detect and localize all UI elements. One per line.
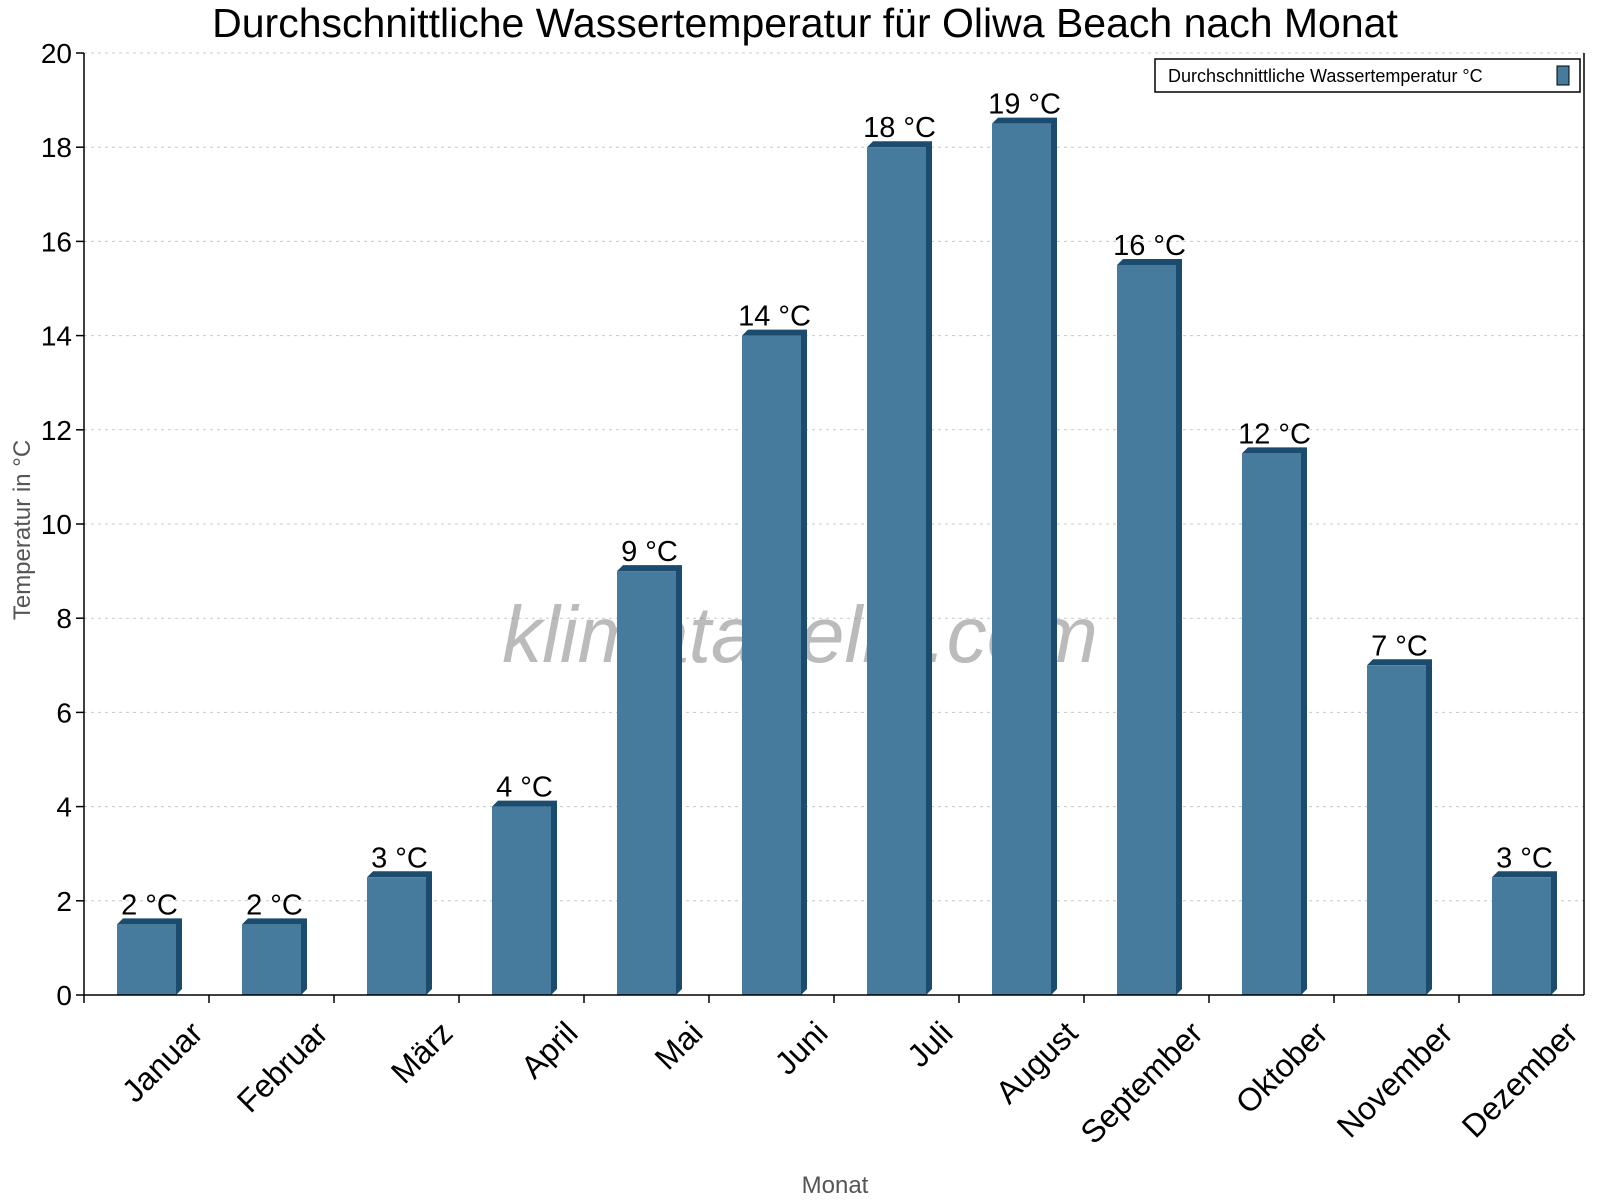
x-tick-label: Juli [900, 1015, 959, 1074]
bar [1242, 453, 1301, 996]
bar [1117, 264, 1176, 995]
x-tick-label: September [1073, 1014, 1209, 1150]
bar [617, 571, 676, 995]
bar-group: 3 °C [367, 842, 432, 995]
bar [742, 335, 801, 996]
y-axis-label: Temperatur in °C [9, 440, 36, 620]
data-label: 9 °C [621, 536, 678, 568]
data-label: 12 °C [1238, 418, 1311, 450]
data-label: 2 °C [121, 889, 178, 921]
legend: Durchschnittliche Wassertemperatur °C [1154, 58, 1581, 93]
bar-group: 19 °C [988, 89, 1061, 995]
y-tick-label: 6 [56, 697, 72, 728]
bar [492, 806, 551, 995]
y-tick-label: 2 [56, 886, 72, 917]
y-tick-label: 0 [56, 980, 72, 1011]
legend-label: Durchschnittliche Wassertemperatur °C [1168, 66, 1483, 86]
bar [867, 147, 926, 995]
bar-group: 3 °C [1492, 842, 1557, 995]
data-label: 7 °C [1371, 630, 1428, 662]
data-label: 14 °C [738, 301, 811, 333]
y-tick-label: 8 [56, 603, 72, 634]
y-tick-label: 4 [56, 792, 72, 823]
x-tick-label: Juni [768, 1015, 835, 1082]
bar [1367, 665, 1426, 995]
bar [242, 924, 301, 995]
x-tick-label: April [514, 1015, 585, 1086]
bar-group: 14 °C [738, 301, 811, 996]
bar-group: 7 °C [1367, 630, 1432, 995]
y-tick-label: 14 [41, 321, 72, 352]
x-tick-label: August [989, 1015, 1085, 1111]
x-tick-label: Januar [115, 1014, 210, 1109]
bar [367, 877, 426, 995]
data-label: 19 °C [988, 89, 1061, 121]
y-tick-label: 10 [41, 509, 72, 540]
data-label: 3 °C [371, 842, 428, 874]
data-label: 18 °C [863, 112, 936, 144]
legend-swatch [1556, 65, 1570, 86]
x-axis-label: Monat [802, 1172, 869, 1199]
data-label: 3 °C [1496, 842, 1553, 874]
bar [117, 924, 176, 995]
x-tick-label: Mai [648, 1015, 710, 1077]
y-tick-label: 20 [41, 38, 72, 69]
x-tick-label: Februar [230, 1014, 335, 1119]
y-tick-label: 12 [41, 415, 72, 446]
bar-group: 2 °C [117, 889, 182, 995]
x-tick-label: März [384, 1015, 460, 1091]
x-tick-label: November [1330, 1014, 1460, 1144]
data-label: 16 °C [1113, 230, 1186, 262]
bar [992, 123, 1051, 995]
data-label: 2 °C [246, 889, 303, 921]
bar-group: 2 °C [242, 889, 307, 995]
bar [1492, 877, 1551, 995]
y-tick-label: 18 [41, 132, 72, 163]
gridlines [84, 52, 1584, 902]
bar-group: 9 °C [617, 536, 682, 995]
x-tick-label: Dezember [1455, 1014, 1585, 1144]
chart-title: Durchschnittliche Wassertemperatur für O… [212, 0, 1398, 46]
data-label: 4 °C [496, 772, 553, 804]
bar-group: 12 °C [1238, 418, 1311, 996]
x-tick-label: Oktober [1229, 1014, 1335, 1120]
bar-group: 16 °C [1113, 230, 1186, 995]
y-tick-label: 16 [41, 226, 72, 257]
bars: 2 °C 2 °C 3 °C 4 °C 9 °C 14 °C 18 °C 19 °C 16 °C… [117, 89, 1557, 996]
bar-group: 18 °C [863, 112, 936, 995]
bar-group: 4 °C [492, 772, 557, 995]
